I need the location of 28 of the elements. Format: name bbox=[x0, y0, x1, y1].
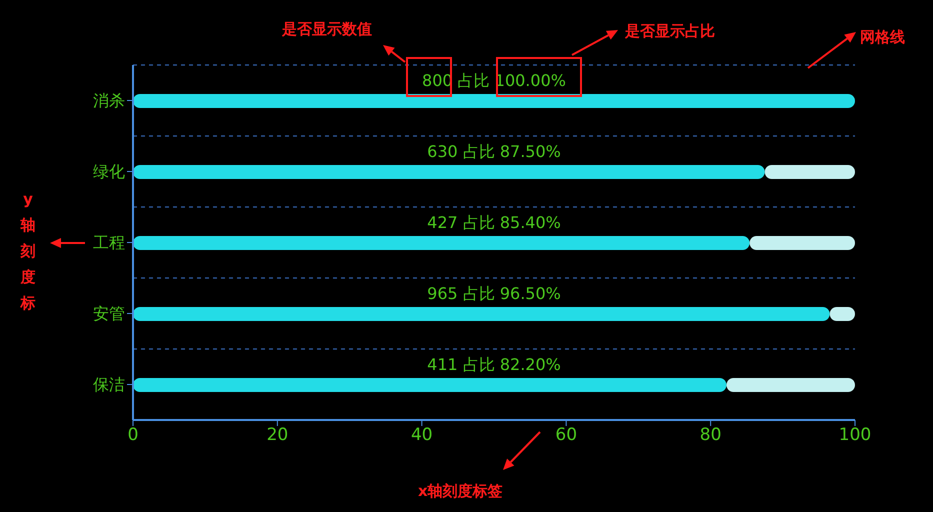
y-tick-label: 工程 bbox=[93, 233, 125, 252]
text: y轴刻度标 bbox=[19, 189, 36, 314]
y-tick-label: 消杀 bbox=[93, 91, 125, 110]
text: 是否显示数值 bbox=[282, 20, 372, 39]
bar bbox=[133, 307, 830, 321]
text: 网格线 bbox=[860, 28, 905, 47]
x-tick-label: 40 bbox=[410, 425, 433, 446]
data-label: 411 占比 82.20% bbox=[427, 355, 561, 374]
text: x轴刻度标签 bbox=[418, 482, 503, 501]
y-tick-label: 安管 bbox=[93, 304, 125, 324]
y-tick-label: 绿化 bbox=[93, 162, 125, 182]
bar bbox=[133, 236, 750, 250]
bar bbox=[750, 236, 855, 250]
bar bbox=[133, 378, 726, 392]
x-tick-label: 100 bbox=[838, 425, 872, 446]
x-tick-label: 80 bbox=[700, 425, 722, 446]
text: 是否显示占比 bbox=[625, 22, 715, 41]
bar bbox=[764, 165, 855, 179]
data-label: 630 占比 87.50% bbox=[427, 142, 561, 161]
y-tick-label: 保洁 bbox=[93, 375, 125, 394]
bar bbox=[133, 94, 855, 108]
x-tick-label: 60 bbox=[555, 425, 578, 446]
x-tick-label: 20 bbox=[266, 425, 288, 446]
data-label: 427 占比 85.40% bbox=[427, 213, 561, 232]
bar bbox=[726, 378, 855, 392]
data-label: 965 占比 96.50% bbox=[427, 284, 561, 303]
x-tick-label: 0 bbox=[128, 425, 138, 446]
bar bbox=[133, 165, 765, 179]
